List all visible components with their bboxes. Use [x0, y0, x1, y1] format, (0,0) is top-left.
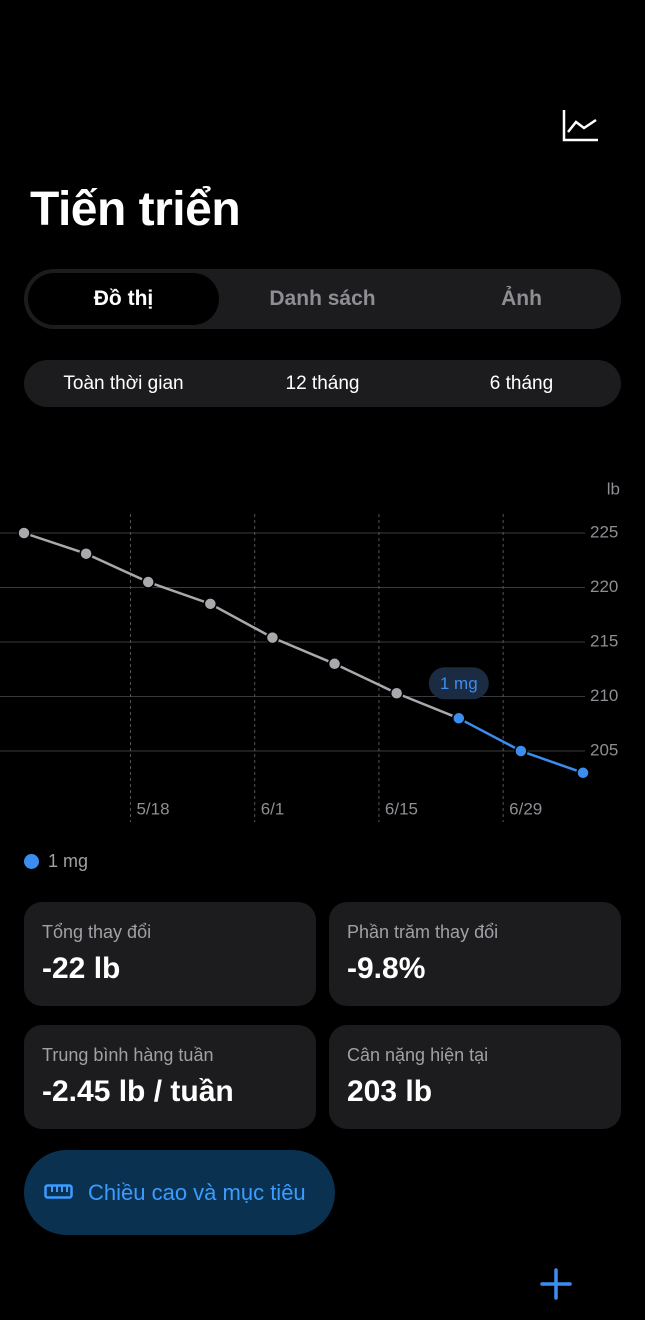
stat-label: Cân nặng hiện tại — [347, 1045, 489, 1065]
stat-card: Tổng thay đổi -22 lb — [24, 902, 316, 1006]
add-button[interactable] — [540, 1268, 572, 1300]
stat-card: Cân nặng hiện tại 203 lb — [329, 1025, 621, 1129]
chart-icon[interactable] — [560, 108, 602, 144]
stat-card: Trung bình hàng tuần -2.45 lb / tuần — [24, 1025, 316, 1129]
legend-swatch — [24, 854, 39, 869]
data-point — [452, 711, 466, 726]
range-option[interactable]: 12 tháng — [285, 372, 360, 394]
y-tick-label: 205 — [590, 740, 618, 759]
data-point — [514, 744, 528, 758]
tab-bar: Đồ thị Danh sách Ảnh — [24, 269, 621, 329]
stat-value: -9.8% — [347, 952, 426, 985]
range-option[interactable]: Toàn thời gian — [63, 372, 184, 394]
data-point — [141, 575, 155, 589]
chart: lb 205 210 215 220 225 5/18 6/1 6/15 6/29 1 mg — [0, 479, 620, 822]
data-point — [265, 630, 280, 645]
y-tick-label: 225 — [590, 522, 618, 541]
range-bar: Toàn thời gian 12 tháng 6 tháng — [24, 360, 621, 407]
tab[interactable]: Ảnh — [501, 287, 542, 310]
data-point — [17, 526, 31, 540]
stat-value: -22 lb — [42, 952, 121, 985]
x-tick-label: 5/18 — [136, 799, 169, 818]
data-point — [79, 546, 93, 561]
data-point — [203, 597, 218, 611]
stat-label: Phần trăm thay đổi — [347, 922, 499, 942]
goal-button[interactable]: Chiều cao và mục tiêu — [24, 1150, 335, 1235]
legend-label: 1 mg — [48, 851, 89, 871]
y-unit: lb — [607, 479, 620, 498]
tab[interactable]: Đồ thị — [28, 273, 219, 325]
range-option[interactable]: 6 tháng — [489, 372, 554, 394]
x-tick-label: 6/1 — [261, 799, 285, 818]
ruler-icon — [44, 1184, 73, 1199]
series-line — [23, 531, 460, 720]
tab[interactable]: Danh sách — [269, 287, 376, 310]
y-tick-label: 220 — [590, 577, 618, 596]
x-tick-label: 6/15 — [385, 799, 418, 818]
stat-value: -2.45 lb / tuần — [42, 1075, 234, 1108]
series-badge-label: 1 mg — [440, 674, 478, 693]
y-tick-label: 210 — [590, 686, 618, 705]
stat-card: Phần trăm thay đổi -9.8% — [329, 902, 621, 1006]
x-tick-label: 6/29 — [509, 799, 542, 818]
data-point — [576, 766, 590, 780]
data-point — [389, 686, 404, 700]
stat-label: Trung bình hàng tuần — [42, 1045, 214, 1065]
series-badge — [428, 667, 489, 700]
button-label: Chiều cao và mục tiêu — [88, 1180, 306, 1205]
stat-value: 203 lb — [347, 1075, 433, 1108]
page-title: Tiến triển — [30, 183, 241, 236]
y-tick-label: 215 — [590, 631, 618, 650]
stat-label: Tổng thay đổi — [42, 922, 152, 942]
data-point — [327, 657, 342, 671]
